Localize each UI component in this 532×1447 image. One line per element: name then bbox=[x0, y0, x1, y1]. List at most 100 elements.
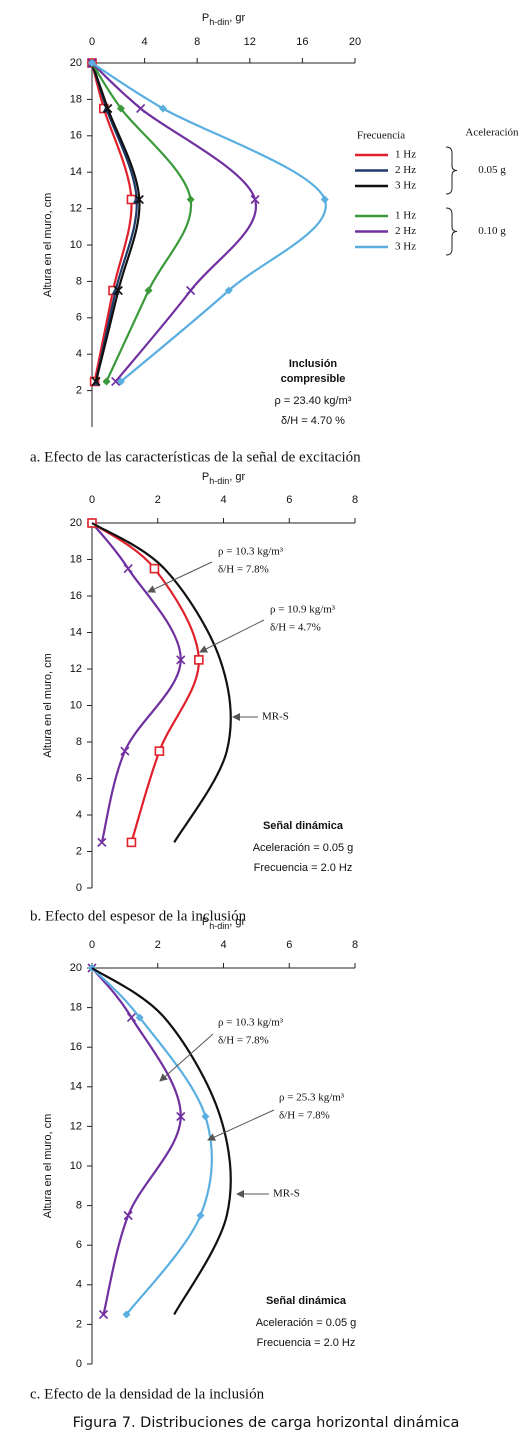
y-tick-label: 20 bbox=[70, 962, 82, 974]
y-axis-label: Altura en el muro, cm bbox=[42, 653, 54, 758]
y-tick-label: 14 bbox=[70, 626, 82, 638]
marker bbox=[159, 104, 168, 113]
x-axis-label-unit: , gr bbox=[229, 916, 245, 928]
marker bbox=[320, 195, 329, 204]
x-axis-label-sub: h-din bbox=[209, 921, 229, 931]
y-tick-label: 12 bbox=[70, 663, 82, 675]
series-line bbox=[91, 967, 232, 1316]
legend-label: 2 Hz bbox=[395, 164, 416, 176]
note-line: Frecuencia = 2.0 Hz bbox=[254, 862, 353, 874]
y-tick-label: 0 bbox=[76, 1358, 82, 1370]
y-tick-label: 16 bbox=[70, 590, 82, 602]
x-tick-label: 8 bbox=[352, 494, 358, 506]
series-line bbox=[91, 967, 182, 1315]
y-tick-label: 0 bbox=[76, 882, 82, 894]
legend-group-title: Aceleración bbox=[465, 127, 519, 139]
marker bbox=[126, 837, 137, 848]
callout-arrow bbox=[159, 1033, 214, 1082]
marker bbox=[154, 746, 165, 756]
x-tick-label: 4 bbox=[220, 939, 226, 951]
x-axis-label-sub: h-din bbox=[209, 476, 229, 486]
x-tick-label: 0 bbox=[89, 36, 95, 48]
y-tick-label: 20 bbox=[70, 57, 82, 69]
legend-label: 1 Hz bbox=[395, 210, 416, 222]
marker bbox=[250, 194, 260, 205]
marker bbox=[196, 1211, 205, 1220]
x-tick-label: 12 bbox=[244, 36, 256, 48]
y-tick-label: 2 bbox=[76, 845, 82, 857]
x-axis-label-main: P bbox=[202, 916, 209, 928]
y-tick-label: 20 bbox=[70, 517, 82, 529]
chart-caption: a. Efecto de las características de la s… bbox=[30, 449, 361, 465]
series-line bbox=[91, 522, 232, 843]
x-tick-label: 2 bbox=[155, 939, 161, 951]
x-axis-label-sub: h-din bbox=[209, 17, 229, 27]
marker bbox=[102, 377, 111, 386]
y-axis-label: Altura en el muro, cm bbox=[42, 193, 54, 298]
y-tick-label: 10 bbox=[70, 239, 82, 251]
x-tick-label: 6 bbox=[286, 494, 292, 506]
y-tick-label: 6 bbox=[76, 772, 82, 784]
marker bbox=[88, 59, 96, 67]
callout-label: ρ = 25.3 kg/m³ bbox=[279, 1092, 345, 1104]
marker bbox=[116, 377, 125, 386]
callout-sublabel: δ/H = 7.8% bbox=[279, 1110, 330, 1122]
marker bbox=[111, 376, 121, 387]
marker bbox=[123, 1210, 133, 1221]
y-tick-label: 6 bbox=[76, 312, 82, 324]
x-tick-label: 0 bbox=[89, 494, 95, 506]
y-tick-label: 12 bbox=[70, 203, 82, 215]
marker bbox=[186, 285, 196, 296]
legend-label: 3 Hz bbox=[395, 241, 416, 253]
y-tick-label: 18 bbox=[70, 553, 82, 565]
callout-arrow bbox=[207, 1109, 275, 1141]
note-line: δ/H = 4.70 % bbox=[281, 415, 345, 427]
callout-label: ρ = 10.3 kg/m³ bbox=[218, 1017, 284, 1029]
chart-caption: b. Efecto del espesor de la inclusión bbox=[30, 908, 247, 924]
note-title: Inclusión bbox=[289, 358, 338, 370]
legend-label: 3 Hz bbox=[395, 180, 416, 192]
y-tick-label: 10 bbox=[70, 699, 82, 711]
x-axis-label-unit: , gr bbox=[229, 471, 245, 483]
x-tick-label: 8 bbox=[194, 36, 200, 48]
legend-title: Frecuencia bbox=[357, 130, 405, 142]
y-tick-label: 8 bbox=[76, 736, 82, 748]
y-tick-label: 8 bbox=[76, 1200, 82, 1212]
x-axis-label-main: P bbox=[202, 471, 209, 483]
x-tick-label: 0 bbox=[89, 939, 95, 951]
y-axis-label: Altura en el muro, cm bbox=[42, 1114, 54, 1219]
marker bbox=[224, 286, 233, 295]
legend-group-label: 0.05 g bbox=[478, 164, 506, 176]
note-title: Señal dinámica bbox=[266, 1295, 347, 1307]
legend-label: 2 Hz bbox=[395, 225, 416, 237]
chart-caption: c. Efecto de la densidad de la inclusión bbox=[30, 1386, 265, 1402]
y-tick-label: 16 bbox=[70, 1041, 82, 1053]
x-axis-label: Ph-din, gr bbox=[202, 471, 246, 486]
y-tick-label: 10 bbox=[70, 1160, 82, 1172]
marker bbox=[91, 376, 101, 387]
marker bbox=[120, 746, 130, 756]
series-line bbox=[91, 967, 213, 1316]
marker bbox=[194, 655, 204, 665]
marker bbox=[144, 286, 153, 295]
y-tick-label: 18 bbox=[70, 93, 82, 105]
marker bbox=[126, 1012, 137, 1023]
y-tick-label: 14 bbox=[70, 1081, 82, 1093]
x-axis-label: Ph-din, gr bbox=[202, 916, 246, 931]
x-axis-label: Ph-din, gr bbox=[202, 12, 246, 27]
note-line: Aceleración = 0.05 g bbox=[256, 1317, 357, 1329]
marker bbox=[122, 1310, 131, 1319]
x-tick-label: 20 bbox=[349, 36, 361, 48]
x-tick-label: 8 bbox=[352, 939, 358, 951]
y-tick-label: 2 bbox=[76, 385, 82, 397]
note-line: Aceleración = 0.05 g bbox=[253, 842, 354, 854]
y-tick-label: 4 bbox=[76, 809, 82, 821]
legend-brace bbox=[445, 146, 458, 195]
callout-arrow bbox=[199, 619, 265, 653]
marker bbox=[176, 655, 186, 665]
marker bbox=[134, 194, 144, 205]
y-tick-label: 2 bbox=[76, 1318, 82, 1330]
marker bbox=[136, 103, 146, 114]
callout-label: ρ = 10.3 kg/m³ bbox=[218, 546, 284, 558]
callout-label: MR-S bbox=[273, 1188, 300, 1200]
